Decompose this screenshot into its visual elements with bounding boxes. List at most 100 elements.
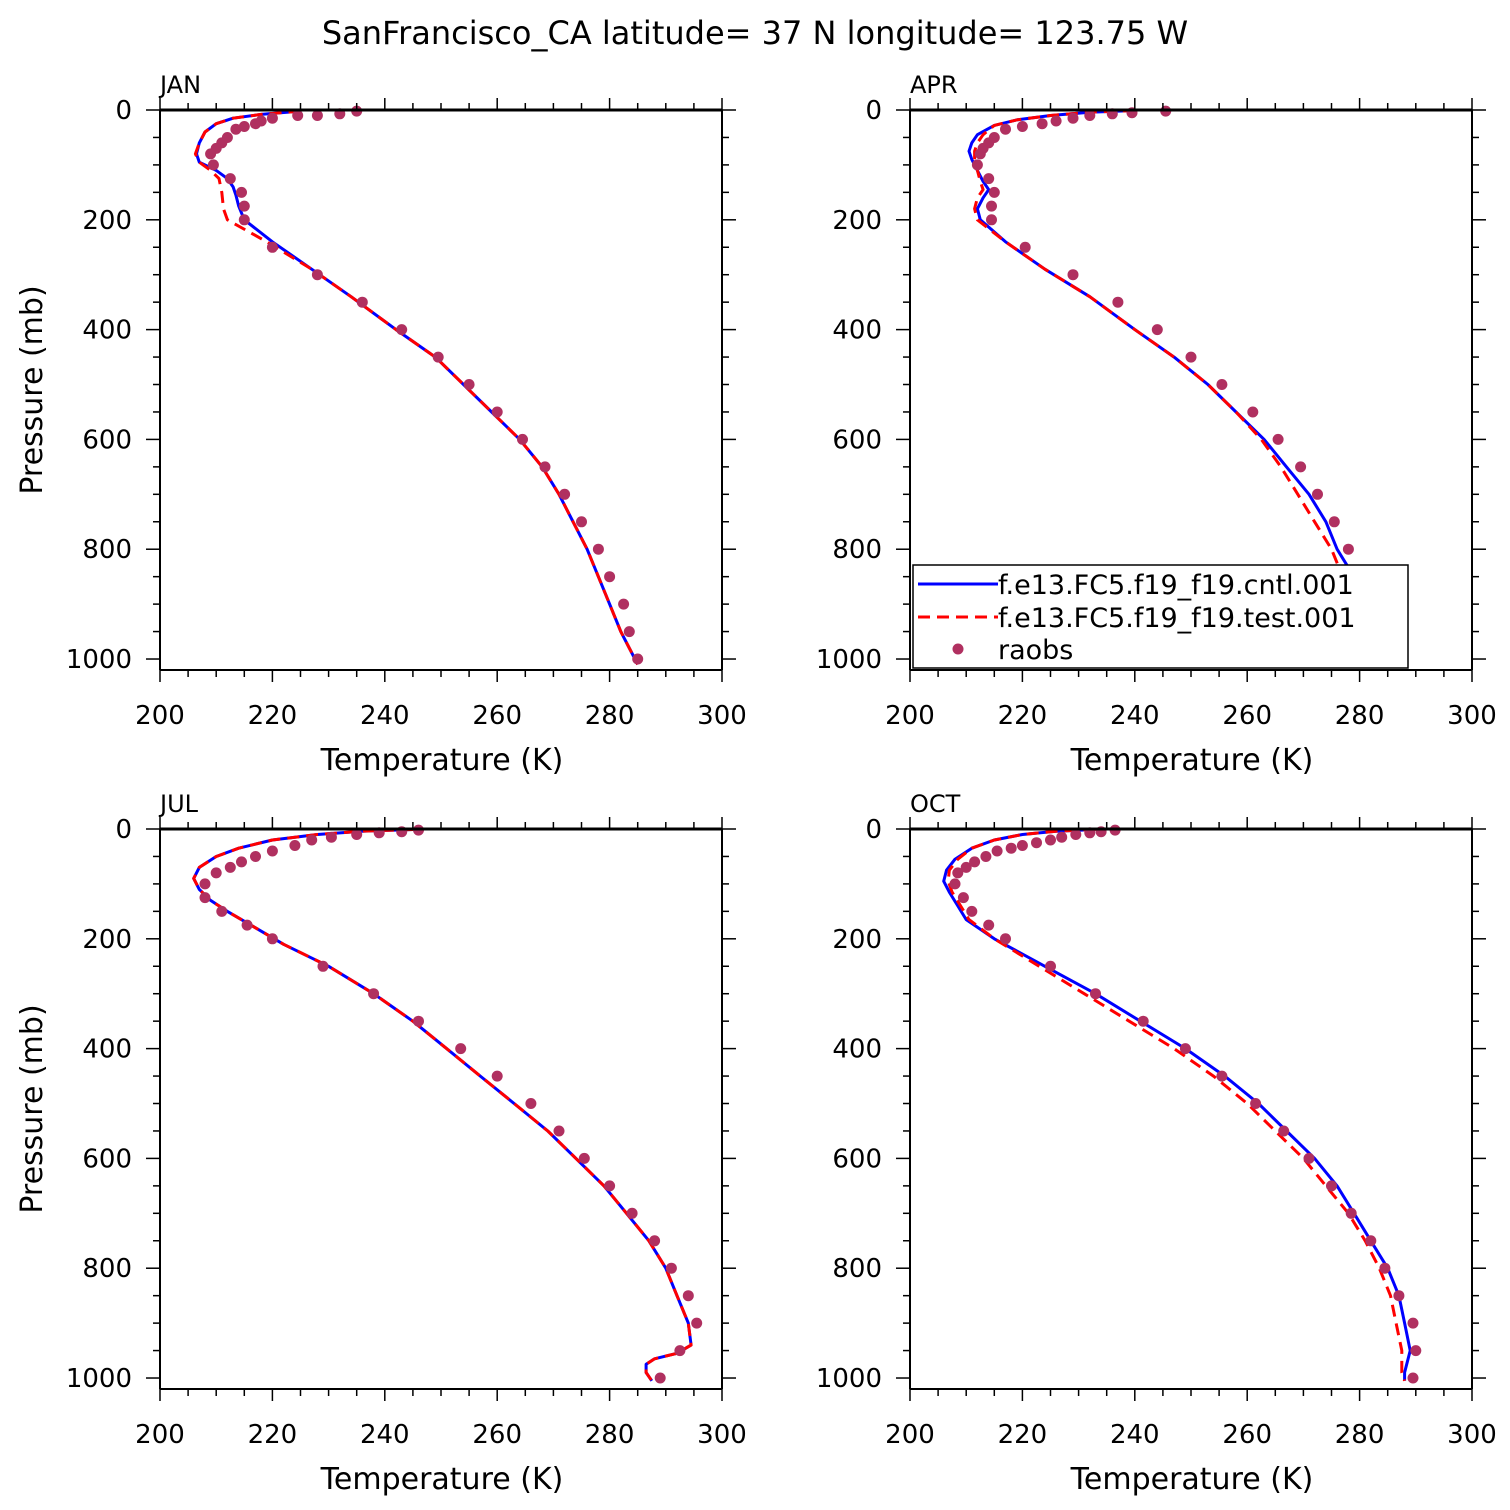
x-tick-label: 260	[472, 701, 522, 731]
x-tick-label: 260	[472, 1420, 522, 1450]
raobs-point	[986, 200, 997, 212]
raobs-point	[236, 186, 247, 198]
x-tick-label: 260	[1222, 701, 1272, 731]
raobs-point	[238, 200, 250, 212]
x-tick-label: 280	[585, 1420, 635, 1450]
raobs-point	[413, 1015, 424, 1027]
raobs-point	[665, 1262, 677, 1274]
raobs-point	[1031, 837, 1042, 849]
figure-title: SanFrancisco_CA latitude= 37 N longitude…	[322, 14, 1188, 52]
raobs-point	[1067, 269, 1079, 281]
x-tick-label: 260	[1222, 1420, 1272, 1450]
raobs-point	[1151, 324, 1163, 336]
panel-jul: JUL Temperature (K) Pressure (mb) 200 220…	[15, 790, 747, 1497]
legend: f.e13.FC5.f19_f19.cntl.001 f.e13.FC5.f19…	[912, 564, 1409, 669]
raobs-point	[250, 118, 261, 130]
y-tick-label: 800	[82, 1254, 132, 1284]
raobs-point	[210, 867, 222, 879]
y-tick-label: 400	[82, 1035, 132, 1065]
x-axis-label: Temperature (K)	[320, 743, 564, 778]
raobs-point	[317, 960, 329, 972]
x-tick-label: 240	[360, 1420, 410, 1450]
raobs-point	[491, 406, 503, 418]
y-axis-label: Pressure (mb)	[15, 1004, 50, 1213]
raobs-point	[1407, 1317, 1419, 1329]
y-tick-label: 800	[82, 535, 132, 565]
raobs-point	[952, 867, 964, 879]
x-axis-label: Temperature (K)	[320, 1462, 564, 1497]
raobs-point	[306, 834, 318, 846]
raobs-point	[988, 186, 1000, 198]
panel-title: JAN	[158, 71, 201, 99]
x-tick-label: 300	[1447, 701, 1497, 731]
raobs-point	[205, 148, 217, 160]
raobs-point	[1019, 241, 1031, 253]
x-tick-label: 280	[1335, 701, 1385, 731]
legend-cntl-label: f.e13.FC5.f19_f19.cntl.001	[998, 570, 1354, 601]
raobs-point	[539, 461, 551, 473]
raobs-point	[1185, 351, 1197, 363]
raobs-point	[986, 214, 997, 226]
cntl-series-line	[967, 109, 1390, 665]
raobs-point	[649, 1235, 661, 1247]
raobs-point	[1365, 1235, 1377, 1247]
x-tick-label: 240	[1110, 701, 1160, 731]
raobs-point	[1247, 406, 1259, 418]
raobs-point	[626, 1207, 638, 1219]
raobs-point	[632, 653, 644, 665]
y-tick-label: 200	[832, 925, 882, 955]
raobs-point	[674, 1345, 686, 1357]
raobs-point	[1250, 1098, 1262, 1109]
raobs-point	[1328, 516, 1340, 528]
raobs-point	[207, 159, 219, 171]
cntl-series-line	[195, 109, 640, 666]
y-tick-label: 1000	[816, 1364, 882, 1394]
raobs-point	[230, 123, 242, 135]
raobs-point	[960, 861, 972, 873]
panel-apr: APR Temperature (K) 200 220 240 260 280 300 0 2…	[816, 71, 1497, 778]
raobs-point	[289, 840, 301, 851]
raobs-point	[957, 892, 969, 904]
raobs-point	[1345, 1207, 1357, 1219]
x-tick-label: 220	[998, 701, 1048, 731]
raobs-point	[983, 919, 995, 931]
legend-test-label: f.e13.FC5.f19_f19.test.001	[998, 603, 1356, 634]
x-tick-label: 280	[1335, 1420, 1385, 1450]
raobs-point	[1016, 121, 1028, 132]
x-tick-label: 200	[885, 701, 935, 731]
panel-jan: JAN Temperature (K) Pressure (mb) 200 220…	[15, 71, 747, 778]
raobs-point	[491, 1070, 503, 1082]
test-series-line	[192, 828, 693, 1382]
raobs-point	[1272, 433, 1284, 445]
raobs-point	[1407, 1372, 1419, 1384]
raobs-point	[1036, 118, 1048, 130]
raobs-point	[356, 296, 368, 308]
raobs-point	[1410, 1345, 1422, 1357]
raobs-point	[351, 829, 363, 840]
y-tick-label: 400	[832, 1035, 882, 1065]
raobs-point	[236, 856, 247, 868]
raobs-point	[238, 214, 250, 226]
x-tick-label: 300	[697, 701, 747, 731]
raobs-point	[604, 1180, 616, 1192]
raobs-point	[1056, 831, 1068, 843]
x-tick-label: 240	[1110, 1420, 1160, 1450]
panel-title: OCT	[910, 790, 961, 818]
raobs-point	[966, 905, 978, 917]
x-tick-label: 200	[135, 701, 185, 731]
raobs-point	[559, 488, 571, 500]
raobs-point	[1295, 461, 1307, 473]
x-axis-label: Temperature (K)	[1070, 1462, 1314, 1497]
test-series-line	[946, 828, 1407, 1382]
cntl-series-line	[192, 828, 693, 1382]
y-axis-label: Pressure (mb)	[15, 285, 50, 494]
raobs-point	[1303, 1152, 1315, 1164]
raobs-point	[1005, 842, 1017, 854]
y-tick-label: 200	[82, 925, 132, 955]
raobs-point	[576, 516, 587, 528]
raobs-point	[266, 845, 278, 857]
test-series-line	[193, 109, 640, 666]
raobs-point	[969, 856, 981, 868]
x-tick-label: 220	[248, 1420, 298, 1450]
